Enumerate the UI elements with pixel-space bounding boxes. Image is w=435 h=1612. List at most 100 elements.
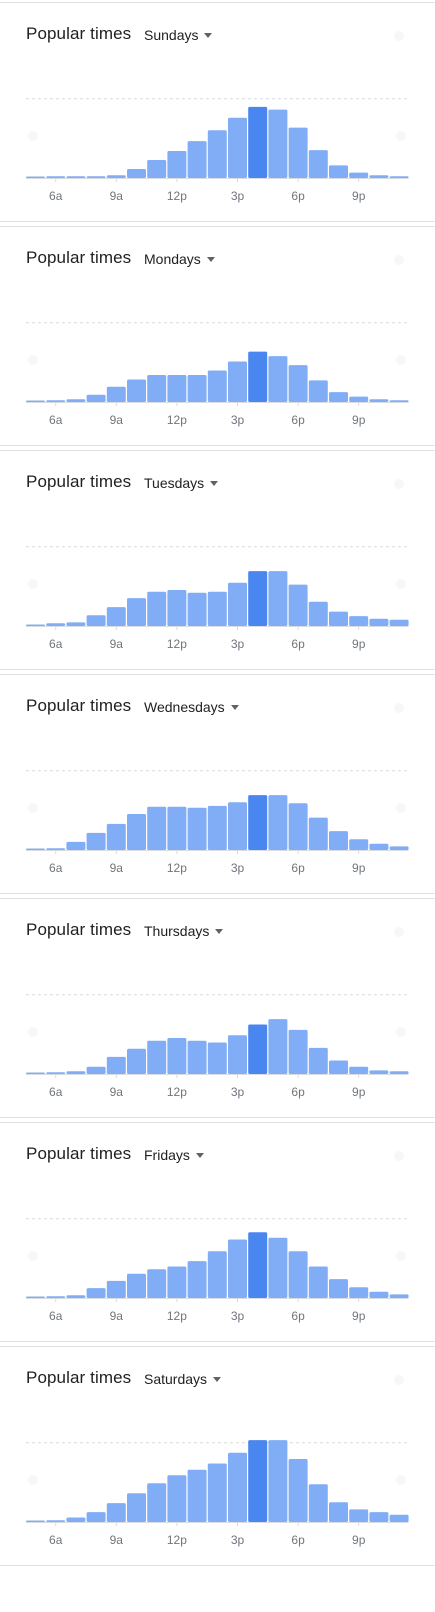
day-select-dropdown[interactable]: Fridays <box>144 1146 204 1164</box>
hour-bar[interactable] <box>349 172 369 178</box>
hour-bar[interactable] <box>228 361 247 403</box>
hour-bar[interactable] <box>369 1512 389 1522</box>
hour-bar[interactable] <box>228 1035 247 1074</box>
day-select-dropdown[interactable]: Sundays <box>144 26 213 44</box>
hour-bar[interactable] <box>66 399 86 402</box>
hour-bar[interactable] <box>46 1520 66 1522</box>
hour-bar[interactable] <box>187 375 207 402</box>
hour-bar[interactable] <box>187 1469 207 1522</box>
current-hour-bar[interactable] <box>248 1440 268 1522</box>
day-select-dropdown[interactable]: Saturdays <box>144 1370 222 1388</box>
hour-bar[interactable] <box>127 814 146 850</box>
hour-bar[interactable] <box>349 1287 369 1298</box>
hour-bar[interactable] <box>389 1514 409 1522</box>
hour-bar[interactable] <box>106 1280 126 1298</box>
hour-bar[interactable] <box>187 141 207 178</box>
hour-bar[interactable] <box>46 1296 66 1298</box>
hour-bar[interactable] <box>147 160 167 178</box>
hour-bar[interactable] <box>349 839 369 850</box>
hour-bar[interactable] <box>106 175 126 178</box>
hour-bar[interactable] <box>288 127 308 178</box>
hour-bar[interactable] <box>167 375 187 402</box>
hour-bar[interactable] <box>308 1047 328 1074</box>
current-hour-bar[interactable] <box>248 106 268 178</box>
hour-bar[interactable] <box>369 843 389 850</box>
hour-bar[interactable] <box>187 1261 207 1298</box>
current-hour-bar[interactable] <box>248 571 268 626</box>
hour-bar[interactable] <box>26 848 45 851</box>
day-select-dropdown[interactable]: Wednesdays <box>144 698 239 716</box>
hour-bar[interactable] <box>369 1070 389 1074</box>
hour-bar[interactable] <box>46 848 66 850</box>
hour-bar[interactable] <box>207 805 227 850</box>
hour-bar[interactable] <box>268 109 288 178</box>
hour-bar[interactable] <box>329 392 348 402</box>
hour-bar[interactable] <box>308 150 328 178</box>
current-hour-bar[interactable] <box>248 351 268 402</box>
hour-bar[interactable] <box>26 1072 45 1075</box>
day-select-dropdown[interactable]: Mondays <box>144 250 215 268</box>
hour-bar[interactable] <box>26 176 45 179</box>
hour-bar[interactable] <box>389 400 409 402</box>
hour-bar[interactable] <box>106 607 126 626</box>
hour-bar[interactable] <box>187 807 207 850</box>
hour-bar[interactable] <box>86 1066 106 1074</box>
hour-bar[interactable] <box>329 1279 348 1298</box>
hour-bar[interactable] <box>207 1463 227 1523</box>
hour-bar[interactable] <box>349 396 369 402</box>
hour-bar[interactable] <box>26 400 45 403</box>
hour-bar[interactable] <box>369 175 389 178</box>
hour-bar[interactable] <box>369 618 389 626</box>
hour-bar[interactable] <box>46 1072 66 1074</box>
hour-bar[interactable] <box>147 806 167 850</box>
hour-bar[interactable] <box>147 1483 167 1522</box>
hour-bar[interactable] <box>389 1071 409 1074</box>
hour-bar[interactable] <box>106 1056 126 1074</box>
hour-bar[interactable] <box>127 598 146 626</box>
hour-bar[interactable] <box>329 611 348 626</box>
hour-bar[interactable] <box>329 1060 348 1075</box>
hour-bar[interactable] <box>26 1520 45 1523</box>
hour-bar[interactable] <box>389 619 409 626</box>
hour-bar[interactable] <box>86 1512 106 1522</box>
hour-bar[interactable] <box>127 1493 146 1522</box>
hour-bar[interactable] <box>66 1295 86 1298</box>
hour-bar[interactable] <box>349 1066 369 1074</box>
hour-bar[interactable] <box>349 1509 369 1522</box>
hour-bar[interactable] <box>66 1517 86 1523</box>
hour-bar[interactable] <box>106 1503 126 1522</box>
hour-bar[interactable] <box>106 386 126 402</box>
current-hour-bar[interactable] <box>248 795 268 850</box>
hour-bar[interactable] <box>127 169 146 178</box>
hour-bar[interactable] <box>308 601 328 626</box>
hour-bar[interactable] <box>228 582 247 626</box>
hour-bar[interactable] <box>389 176 409 178</box>
hour-bar[interactable] <box>167 1038 187 1074</box>
hour-bar[interactable] <box>389 1294 409 1298</box>
hour-bar[interactable] <box>308 380 328 402</box>
hour-bar[interactable] <box>147 1040 167 1074</box>
hour-bar[interactable] <box>147 1269 167 1298</box>
hour-bar[interactable] <box>167 590 187 626</box>
hour-bar[interactable] <box>308 1484 328 1522</box>
hour-bar[interactable] <box>207 370 227 403</box>
hour-bar[interactable] <box>167 1266 187 1299</box>
hour-bar[interactable] <box>288 365 308 402</box>
hour-bar[interactable] <box>389 846 409 850</box>
hour-bar[interactable] <box>66 1071 86 1074</box>
hour-bar[interactable] <box>268 571 288 626</box>
hour-bar[interactable] <box>187 1040 207 1074</box>
hour-bar[interactable] <box>86 394 106 402</box>
hour-bar[interactable] <box>349 616 369 626</box>
hour-bar[interactable] <box>86 832 106 850</box>
hour-bar[interactable] <box>147 375 167 402</box>
hour-bar[interactable] <box>86 1288 106 1298</box>
hour-bar[interactable] <box>288 584 308 626</box>
hour-bar[interactable] <box>288 1459 308 1522</box>
current-hour-bar[interactable] <box>248 1024 268 1075</box>
hour-bar[interactable] <box>46 400 66 402</box>
hour-bar[interactable] <box>329 831 348 850</box>
hour-bar[interactable] <box>147 591 167 626</box>
hour-bar[interactable] <box>66 176 86 178</box>
hour-bar[interactable] <box>46 176 66 178</box>
